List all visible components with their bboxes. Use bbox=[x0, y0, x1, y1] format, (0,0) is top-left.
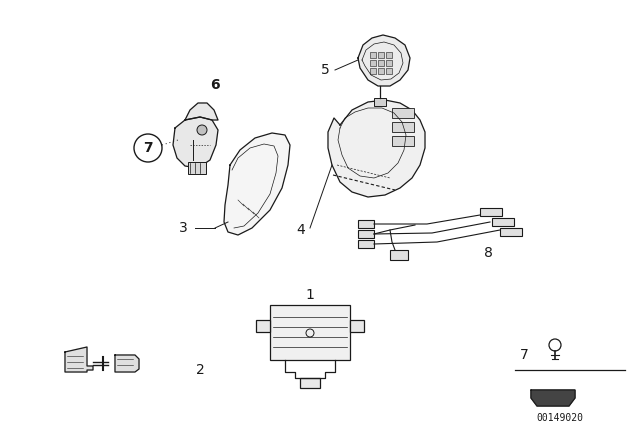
Bar bbox=[392, 108, 414, 118]
Polygon shape bbox=[185, 103, 218, 120]
Polygon shape bbox=[531, 390, 575, 406]
Bar bbox=[370, 60, 376, 66]
Bar bbox=[370, 68, 376, 74]
Circle shape bbox=[197, 125, 207, 135]
Bar bbox=[392, 136, 414, 146]
Text: 1: 1 bbox=[305, 288, 314, 302]
Bar bbox=[300, 378, 320, 388]
Text: 4: 4 bbox=[296, 223, 305, 237]
Polygon shape bbox=[224, 133, 290, 235]
Polygon shape bbox=[358, 35, 410, 86]
Polygon shape bbox=[65, 347, 93, 372]
Bar bbox=[492, 218, 514, 226]
Bar bbox=[374, 98, 386, 106]
Text: 8: 8 bbox=[484, 246, 492, 260]
Text: 2: 2 bbox=[196, 363, 204, 377]
Bar bbox=[350, 320, 364, 332]
Polygon shape bbox=[328, 100, 425, 197]
Bar bbox=[358, 220, 374, 228]
Bar bbox=[392, 122, 414, 132]
Bar bbox=[358, 230, 374, 238]
Bar bbox=[386, 68, 392, 74]
Text: 5: 5 bbox=[321, 63, 330, 77]
Text: 7: 7 bbox=[143, 141, 153, 155]
Bar bbox=[358, 240, 374, 248]
Bar bbox=[270, 305, 350, 360]
Bar bbox=[386, 52, 392, 58]
Bar bbox=[378, 52, 384, 58]
Text: 6: 6 bbox=[210, 78, 220, 92]
Bar bbox=[188, 162, 206, 174]
Bar bbox=[378, 60, 384, 66]
Bar bbox=[370, 52, 376, 58]
Bar bbox=[390, 250, 408, 260]
Bar bbox=[378, 68, 384, 74]
Text: 00149020: 00149020 bbox=[536, 413, 584, 423]
Text: 7: 7 bbox=[520, 348, 529, 362]
Bar bbox=[256, 320, 270, 332]
Text: 3: 3 bbox=[179, 221, 188, 235]
Bar bbox=[500, 228, 522, 236]
Polygon shape bbox=[173, 117, 218, 168]
Polygon shape bbox=[115, 355, 139, 372]
Bar bbox=[386, 60, 392, 66]
Bar bbox=[480, 208, 502, 216]
